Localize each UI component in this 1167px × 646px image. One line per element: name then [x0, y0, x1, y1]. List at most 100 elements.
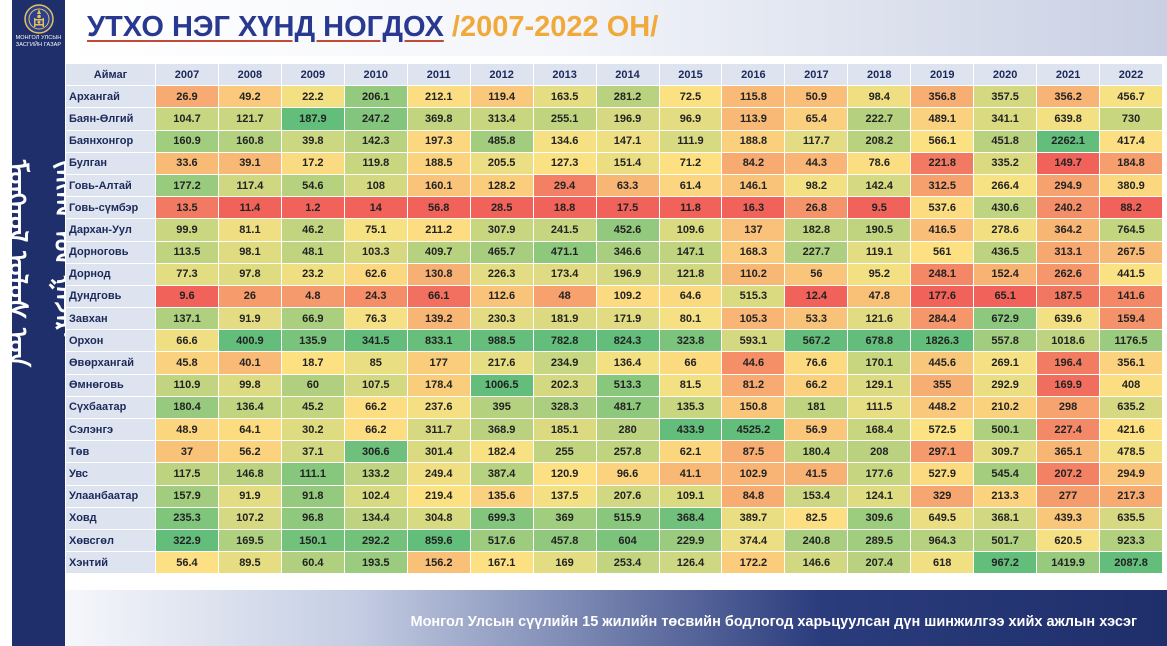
value-cell: 113.5 [155, 240, 219, 264]
value-cell: 4525.2 [721, 417, 786, 442]
value-cell: 110.2 [721, 262, 786, 286]
value-cell: 356.2 [1036, 85, 1101, 109]
year-header: 2011 [406, 62, 471, 87]
value-cell: 66.1 [406, 284, 471, 309]
year-header: 2007 [155, 62, 219, 87]
value-cell: 241.5 [532, 218, 597, 242]
value-cell: 782.8 [532, 329, 597, 353]
value-cell: 226.3 [469, 262, 534, 286]
value-cell: 196.4 [1036, 351, 1101, 375]
value-cell: 121.6 [847, 307, 912, 331]
value-cell: 102.9 [721, 462, 786, 486]
aimag-name-cell: Хэнтий [65, 551, 156, 575]
value-cell: 147.1 [658, 240, 723, 264]
value-cell: 181 [784, 395, 849, 420]
value-cell: 227.4 [1036, 417, 1101, 442]
value-cell: 517.6 [469, 528, 534, 553]
value-cell: 66.6 [155, 329, 219, 353]
value-cell: 298 [1036, 395, 1101, 420]
value-cell: 81.5 [658, 373, 723, 397]
value-cell: 156.2 [406, 551, 471, 575]
year-header: 2008 [217, 62, 282, 87]
value-cell: 99.8 [217, 373, 282, 397]
value-cell: 357.5 [973, 85, 1038, 109]
value-cell: 170.1 [847, 351, 912, 375]
value-cell: 355 [910, 373, 975, 397]
value-cell: 217.6 [469, 351, 534, 375]
value-cell: 62.1 [658, 440, 723, 464]
value-cell: 262.6 [1036, 262, 1101, 286]
value-cell: 184.8 [1099, 151, 1163, 175]
value-cell: 56.4 [155, 551, 219, 575]
value-cell: 430.6 [973, 196, 1038, 220]
value-cell: 41.5 [784, 462, 849, 486]
value-cell: 121.7 [217, 107, 282, 131]
value-cell: 45.2 [280, 395, 345, 420]
value-cell: 213.3 [973, 484, 1038, 508]
value-cell: 346.6 [595, 240, 660, 264]
value-cell: 54.6 [280, 173, 345, 198]
aimag-name-cell: Говь-Алтай [65, 173, 156, 198]
value-cell: 108 [343, 173, 408, 198]
value-cell: 133.2 [343, 462, 408, 486]
value-cell: 329 [910, 484, 975, 508]
table-row: Дундговь 9.6 26 4.8 24.3 66.1 112.6 48 109.2 64.6… [65, 284, 1163, 309]
value-cell: 292.9 [973, 373, 1038, 397]
value-cell: 859.6 [406, 528, 471, 553]
aimag-name-cell: Дундговь [65, 284, 156, 309]
table-row: Хэнтий 56.4 89.5 60.4 193.5 156.2 167.1 169 253.… [65, 551, 1163, 575]
year-header: 2017 [784, 62, 849, 87]
value-cell: 130.8 [406, 262, 471, 286]
value-cell: 323.8 [658, 329, 723, 353]
value-cell: 66.2 [343, 395, 408, 420]
table-row: Сэлэнгэ 48.9 64.1 30.2 66.2 311.7 368.9 185.1 28… [65, 417, 1163, 442]
value-cell: 61.4 [658, 173, 723, 198]
value-cell: 465.7 [469, 240, 534, 264]
value-cell: 197.3 [406, 129, 471, 153]
value-cell: 678.8 [847, 329, 912, 353]
value-cell: 441.5 [1099, 262, 1163, 286]
value-cell: 146.1 [721, 173, 786, 198]
value-cell: 64.6 [658, 284, 723, 309]
value-cell: 134.6 [532, 129, 597, 153]
value-cell: 48.1 [280, 240, 345, 264]
value-cell: 29.4 [532, 173, 597, 198]
value-cell: 137.5 [532, 484, 597, 508]
value-cell: 49.2 [217, 85, 282, 109]
year-header: 2014 [595, 62, 660, 87]
value-cell: 129.1 [847, 373, 912, 397]
table-row: Архангай 26.9 49.2 22.2 206.1 212.1 119.4 163.5… [65, 85, 1163, 109]
value-cell: 967.2 [973, 551, 1038, 575]
value-cell: 117.7 [784, 129, 849, 153]
value-cell: 89.5 [217, 551, 282, 575]
value-cell: 448.2 [910, 395, 975, 420]
value-cell: 313.1 [1036, 240, 1101, 264]
value-cell: 121.8 [658, 262, 723, 286]
value-cell: 81.2 [721, 373, 786, 397]
soyombo-emblem-icon [15, 4, 62, 34]
value-cell: 50.9 [784, 85, 849, 109]
table-row: Өвөрхангай 45.8 40.1 18.7 85 177 217.6 234.9 136… [65, 351, 1163, 375]
value-cell: 301.4 [406, 440, 471, 464]
value-cell: 120.9 [532, 462, 597, 486]
value-cell: 227.7 [784, 240, 849, 264]
value-cell: 478.5 [1099, 440, 1163, 464]
value-cell: 537.6 [910, 196, 975, 220]
value-cell: 234.9 [532, 351, 597, 375]
value-cell: 255.1 [532, 107, 597, 131]
value-cell: 417.4 [1099, 129, 1163, 153]
value-cell: 294.9 [1099, 462, 1163, 486]
aimag-name-cell: Дорноговь [65, 240, 156, 264]
value-cell: 471.1 [532, 240, 597, 264]
value-cell: 169.5 [217, 528, 282, 553]
value-cell: 501.7 [973, 528, 1038, 553]
value-cell: 395 [469, 395, 534, 420]
value-cell: 365.1 [1036, 440, 1101, 464]
value-cell: 445.6 [910, 351, 975, 375]
table-row: Дорнод 77.3 97.8 23.2 62.6 130.8 226.3 173.4 196… [65, 262, 1163, 286]
value-cell: 281.2 [595, 85, 660, 109]
value-cell: 190.5 [847, 218, 912, 242]
value-cell: 297.1 [910, 440, 975, 464]
value-cell: 456.7 [1099, 85, 1163, 109]
value-cell: 1.2 [280, 196, 345, 220]
